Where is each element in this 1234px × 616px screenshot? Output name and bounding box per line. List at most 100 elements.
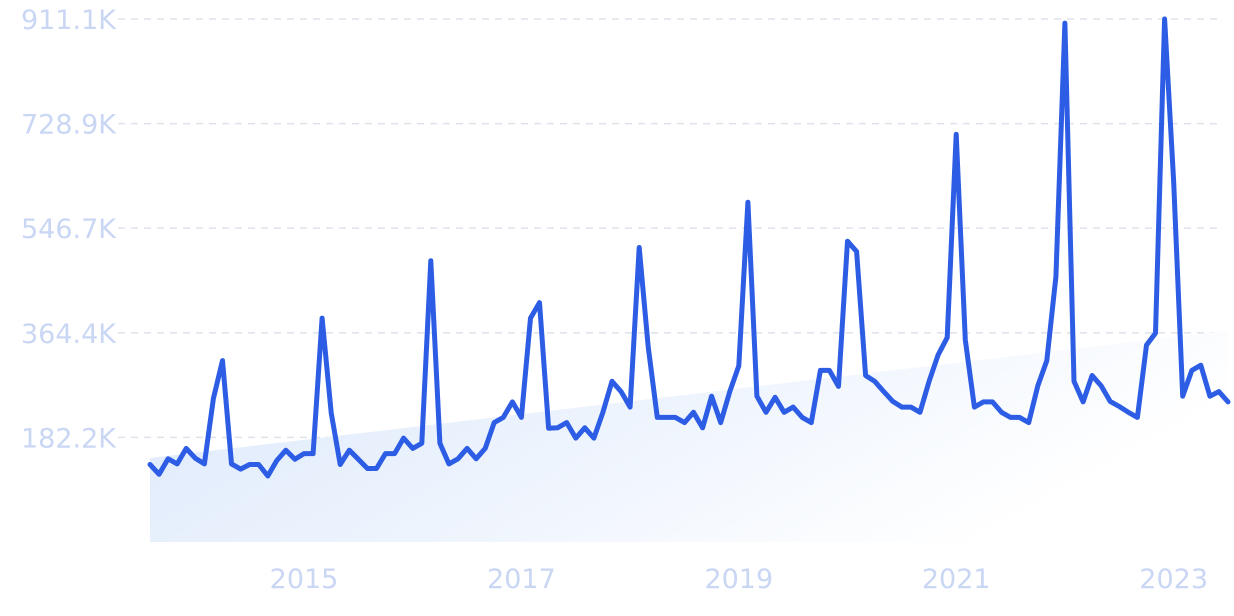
- data-point: [990, 400, 994, 404]
- data-point: [773, 395, 777, 399]
- data-point: [538, 301, 542, 305]
- data-point: [1036, 384, 1040, 388]
- data-point: [402, 436, 406, 440]
- x-tick-label: 2017: [487, 564, 556, 595]
- y-tick-label: 911.1K: [21, 5, 117, 36]
- data-point: [248, 463, 252, 467]
- data-point: [954, 132, 958, 136]
- data-point: [1135, 415, 1139, 419]
- data-point: [782, 410, 786, 414]
- data-point: [384, 452, 388, 456]
- data-point: [827, 368, 831, 372]
- data-point: [456, 457, 460, 461]
- data-point: [764, 410, 768, 414]
- data-point: [565, 421, 569, 425]
- data-point: [257, 463, 261, 467]
- series-line: [147, 16, 1231, 479]
- data-point: [1190, 368, 1194, 372]
- data-point: [492, 421, 496, 425]
- data-point: [193, 456, 197, 460]
- data-point: [583, 426, 587, 430]
- data-point: [275, 458, 279, 462]
- x-tick-label: 2015: [270, 564, 339, 595]
- data-point: [637, 246, 641, 250]
- data-point: [592, 436, 596, 440]
- data-point: [682, 421, 686, 425]
- data-point: [1099, 384, 1103, 388]
- data-point: [220, 359, 224, 363]
- data-point: [501, 415, 505, 419]
- data-point: [1063, 21, 1067, 25]
- data-point: [692, 410, 696, 414]
- data-point: [601, 410, 605, 414]
- data-point: [329, 411, 333, 415]
- data-point: [284, 448, 288, 452]
- data-point: [1208, 394, 1212, 398]
- data-point: [791, 405, 795, 409]
- data-point: [1009, 415, 1013, 419]
- data-point: [293, 457, 297, 461]
- data-point: [438, 441, 442, 445]
- data-point: [846, 239, 850, 243]
- data-point: [927, 379, 931, 383]
- data-point: [1054, 275, 1058, 279]
- data-point: [483, 446, 487, 450]
- data-point: [447, 462, 451, 466]
- data-point: [809, 421, 813, 425]
- y-axis-ticks: 182.2K 364.4K 546.7K 728.9K 911.1K: [21, 5, 117, 454]
- data-point: [737, 364, 741, 368]
- data-point: [1181, 394, 1185, 398]
- data-point: [1090, 374, 1094, 378]
- data-point: [728, 390, 732, 394]
- data-point: [900, 405, 904, 409]
- data-point: [1081, 400, 1085, 404]
- x-axis-ticks: 2015 2017 2019 2021 2023: [270, 564, 1208, 595]
- data-point: [1045, 359, 1049, 363]
- data-point: [266, 474, 270, 478]
- data-point: [230, 462, 234, 466]
- data-point: [1144, 343, 1148, 347]
- y-tick-label: 546.7K: [21, 214, 117, 245]
- x-tick-label: 2019: [704, 564, 773, 595]
- data-point: [864, 374, 868, 378]
- x-tick-label: 2023: [1139, 564, 1208, 595]
- data-point: [420, 441, 424, 445]
- data-point: [556, 426, 560, 430]
- data-point: [519, 415, 523, 419]
- data-point: [619, 390, 623, 394]
- data-point: [211, 396, 215, 400]
- data-point: [909, 405, 913, 409]
- data-point: [1018, 415, 1022, 419]
- data-point: [202, 462, 206, 466]
- data-point: [818, 368, 822, 372]
- data-point: [1154, 331, 1158, 335]
- data-point: [510, 400, 514, 404]
- data-point: [882, 390, 886, 394]
- data-point: [374, 467, 378, 471]
- data-point: [1226, 400, 1230, 404]
- data-point: [628, 405, 632, 409]
- y-tick-label: 182.2K: [21, 423, 117, 454]
- data-point: [547, 426, 551, 430]
- data-point: [184, 446, 188, 450]
- data-point: [646, 345, 650, 349]
- data-point: [1163, 17, 1167, 21]
- data-point: [945, 336, 949, 340]
- data-point: [1199, 363, 1203, 367]
- data-point: [166, 457, 170, 461]
- data-point: [936, 353, 940, 357]
- data-point: [710, 394, 714, 398]
- data-point: [338, 463, 342, 467]
- data-point: [873, 379, 877, 383]
- data-point: [673, 415, 677, 419]
- data-point: [972, 405, 976, 409]
- data-point: [1000, 410, 1004, 414]
- data-point: [1117, 405, 1121, 409]
- data-point: [1217, 390, 1221, 394]
- trend-band: [150, 330, 1228, 542]
- data-point: [302, 452, 306, 456]
- series-line-group: [147, 16, 1231, 479]
- data-point: [664, 415, 668, 419]
- data-point: [574, 436, 578, 440]
